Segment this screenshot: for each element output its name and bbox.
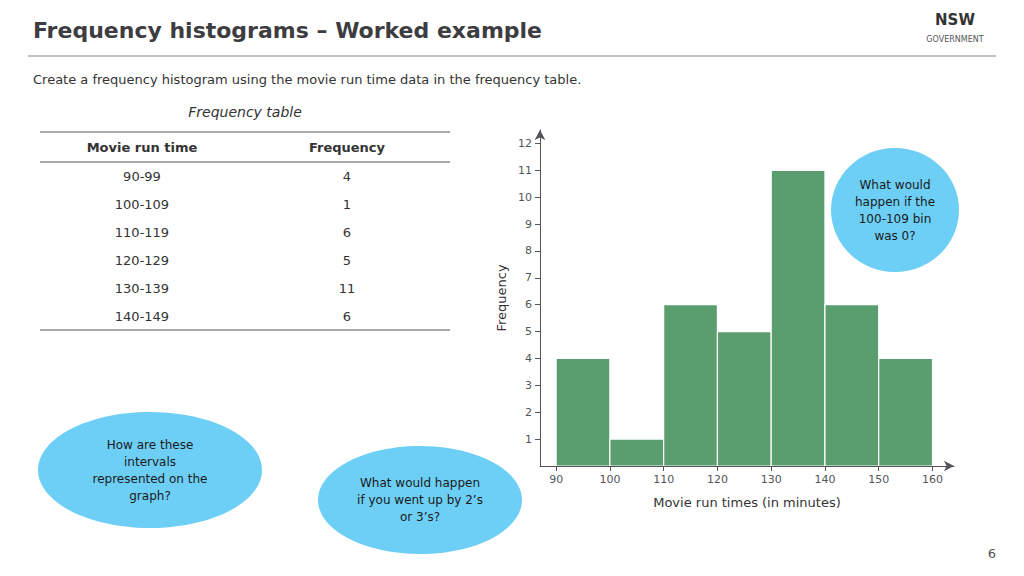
svg-text:NSW: NSW [935,11,975,29]
svg-text:12: 12 [518,137,532,150]
svg-text:4: 4 [343,169,351,184]
svg-text:6: 6 [343,309,351,324]
svg-text:5: 5 [525,325,532,338]
svg-text:11: 11 [518,164,532,177]
svg-text:130: 130 [761,473,782,486]
svg-text:9: 9 [525,218,532,231]
svg-text:if you went up by 2’s: if you went up by 2’s [357,493,483,507]
svg-text:was 0?: was 0? [874,229,915,243]
svg-text:11: 11 [339,281,356,296]
svg-text:140-149: 140-149 [115,309,169,324]
svg-text:10: 10 [518,191,532,204]
svg-text:Frequency: Frequency [494,264,509,331]
svg-text:Frequency table: Frequency table [188,104,302,120]
svg-text:160: 160 [922,473,943,486]
svg-text:intervals: intervals [124,455,176,469]
svg-text:8: 8 [525,244,532,257]
svg-text:Create a frequency histogram u: Create a frequency histogram using the m… [33,72,581,87]
svg-text:140: 140 [814,473,835,486]
svg-text:graph?: graph? [129,489,171,503]
svg-text:happen if the: happen if the [855,195,935,209]
svg-text:or 3’s?: or 3’s? [400,510,440,524]
svg-text:100: 100 [599,473,620,486]
svg-text:110-119: 110-119 [115,225,169,240]
svg-text:3: 3 [525,379,532,392]
svg-text:1: 1 [343,197,351,212]
svg-text:90-99: 90-99 [123,169,161,184]
svg-text:represented on the: represented on the [93,472,208,486]
svg-text:What would happen: What would happen [360,476,480,490]
svg-text:6: 6 [988,546,996,561]
svg-text:4: 4 [525,352,532,365]
svg-text:100-109: 100-109 [115,197,169,212]
svg-text:5: 5 [343,253,351,268]
svg-text:2: 2 [525,406,532,419]
svg-text:Frequency histograms – Worked: Frequency histograms – Worked example [33,18,542,43]
svg-text:150: 150 [868,473,889,486]
svg-text:7: 7 [525,271,532,284]
svg-text:90: 90 [549,473,563,486]
svg-text:6: 6 [525,298,532,311]
svg-text:120-129: 120-129 [115,253,169,268]
svg-text:1: 1 [525,433,532,446]
svg-text:What would: What would [859,178,930,192]
svg-text:GOVERNMENT: GOVERNMENT [926,35,983,44]
svg-text:110: 110 [653,473,674,486]
svg-text:100-109 bin: 100-109 bin [859,212,932,226]
svg-text:How are these: How are these [107,438,194,452]
svg-text:130-139: 130-139 [115,281,169,296]
svg-text:6: 6 [343,225,351,240]
svg-text:120: 120 [707,473,728,486]
svg-text:Movie run time: Movie run time [87,140,198,155]
svg-text:Frequency: Frequency [309,140,386,155]
svg-text:Movie run times (in minutes): Movie run times (in minutes) [653,495,841,510]
